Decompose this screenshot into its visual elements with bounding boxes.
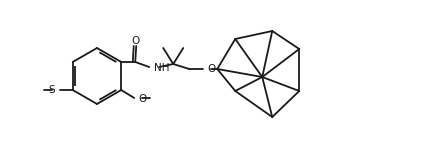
Text: O: O — [207, 64, 216, 74]
Text: NH: NH — [154, 63, 170, 73]
Text: O: O — [131, 36, 139, 46]
Text: O: O — [138, 94, 147, 104]
Text: S: S — [48, 85, 55, 95]
